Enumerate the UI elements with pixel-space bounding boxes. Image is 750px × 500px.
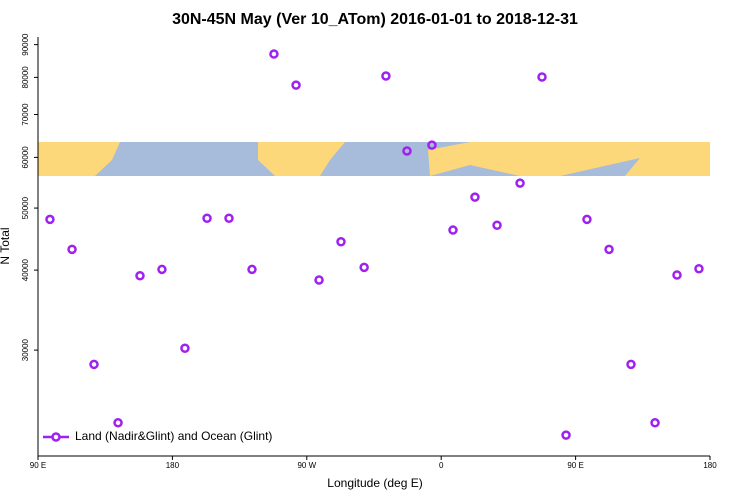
x-tick-label: 0 bbox=[439, 461, 444, 470]
y-tick-label: 30000 bbox=[21, 338, 30, 361]
point bbox=[180, 343, 190, 354]
point bbox=[135, 270, 145, 281]
point bbox=[269, 49, 279, 59]
y-tick-label: 50000 bbox=[21, 196, 30, 219]
point bbox=[291, 80, 301, 90]
point bbox=[402, 146, 412, 156]
y-tick-label: 70000 bbox=[21, 103, 30, 126]
point bbox=[650, 418, 660, 428]
x-tick-label: 90 E bbox=[567, 461, 583, 470]
map-band bbox=[38, 142, 710, 176]
point bbox=[45, 214, 55, 225]
x-tick-label: 90 W bbox=[297, 461, 316, 470]
point bbox=[336, 236, 346, 247]
legend-label: Land (Nadir&Glint) and Ocean (Glint) bbox=[75, 429, 272, 443]
point bbox=[202, 213, 212, 224]
y-tick-label: 60000 bbox=[21, 146, 30, 169]
x-axis-label: Longitude (deg E) bbox=[327, 476, 422, 490]
point bbox=[247, 264, 257, 275]
point bbox=[537, 72, 547, 82]
point bbox=[157, 264, 167, 275]
y-tick-label: 80000 bbox=[21, 66, 30, 89]
y-tick-label: 90000 bbox=[21, 33, 30, 56]
point bbox=[626, 359, 636, 370]
point bbox=[492, 220, 502, 231]
x-tick-label: 180 bbox=[703, 461, 717, 470]
point bbox=[67, 244, 77, 255]
y-axis-label: N Total bbox=[0, 227, 12, 264]
point bbox=[224, 213, 234, 224]
point bbox=[515, 178, 525, 188]
point bbox=[381, 71, 391, 81]
point bbox=[448, 225, 458, 235]
chart-title: 30N-45N May (Ver 10_ATom) 2016-01-01 to … bbox=[172, 11, 578, 28]
x-tick-label: 180 bbox=[166, 461, 180, 470]
point bbox=[314, 275, 324, 285]
point bbox=[582, 214, 592, 225]
point bbox=[694, 263, 704, 274]
point bbox=[672, 270, 682, 280]
point bbox=[470, 192, 480, 202]
point bbox=[359, 262, 369, 273]
x-tick-label: 90 E bbox=[30, 461, 46, 470]
point bbox=[561, 430, 571, 440]
y-tick-label: 40000 bbox=[21, 258, 30, 281]
point bbox=[427, 140, 437, 150]
point bbox=[113, 418, 123, 428]
point bbox=[604, 244, 614, 255]
point bbox=[89, 359, 99, 370]
legend-marker bbox=[51, 432, 61, 442]
